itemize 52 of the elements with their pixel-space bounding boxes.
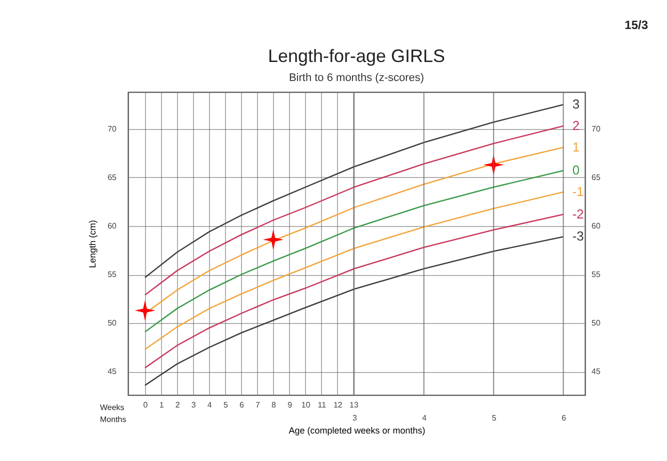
point xyxy=(263,229,284,250)
line-series xyxy=(144,236,564,386)
y2-tick-label: 70 xyxy=(592,124,601,134)
x-axis-title: Age (completed weeks or months) xyxy=(288,426,426,436)
series-label: 3 xyxy=(572,96,580,112)
x-tick-label: 12 xyxy=(333,400,343,410)
series-label: 2 xyxy=(572,118,580,133)
y2-tick-label: 65 xyxy=(592,172,601,182)
chart-subtitle: Birth to 6 months (z-scores) xyxy=(288,72,424,84)
series-label: -3 xyxy=(572,228,584,244)
y-axis-title: Length (cm) xyxy=(88,220,98,268)
y-tick-label: 45 xyxy=(108,367,118,376)
y-tick-label: 55 xyxy=(108,270,118,280)
x-tick-label: 1 xyxy=(159,400,164,410)
x-tick-label: 2 xyxy=(175,400,180,410)
x-tick-label: 0 xyxy=(143,400,148,410)
y2-tick-label: 50 xyxy=(592,318,601,328)
x-tick-label: 10 xyxy=(301,400,311,410)
x-tick-label: 7 xyxy=(256,400,261,410)
x2-tick-label: 4 xyxy=(422,414,428,422)
series-label: -1 xyxy=(572,184,584,200)
x-tick-label: 9 xyxy=(288,400,293,410)
point xyxy=(134,300,156,321)
series-label: -2 xyxy=(572,206,584,222)
line-series xyxy=(144,214,564,368)
y2-tick-label: 55 xyxy=(592,270,601,280)
x-tick-label: 5 xyxy=(223,400,228,410)
x-tick-label: 6 xyxy=(239,400,244,410)
line-series xyxy=(144,170,564,333)
y-tick-label: 65 xyxy=(108,172,118,182)
text: Weeks xyxy=(100,403,124,412)
line-series xyxy=(144,104,564,278)
x-tick-label: 11 xyxy=(318,400,327,410)
x2-tick-label: 5 xyxy=(492,414,497,422)
text: 15/3 xyxy=(624,18,648,32)
text: Months xyxy=(100,415,126,424)
series-label: 1 xyxy=(572,139,580,154)
chart-title: Length-for-age GIRLS xyxy=(268,46,446,66)
y2-tick-label: 45 xyxy=(592,367,601,376)
y-tick-label: 60 xyxy=(108,222,118,231)
y-tick-label: 70 xyxy=(108,124,118,134)
y-tick-label: 50 xyxy=(108,318,118,328)
line-series xyxy=(144,125,564,296)
line-series xyxy=(144,191,564,350)
x2-tick-label: 3 xyxy=(352,414,358,422)
x-tick-label: 8 xyxy=(272,400,277,410)
x-tick-label: 13 xyxy=(350,400,359,410)
x-tick-label: 4 xyxy=(207,400,212,410)
y2-tick-label: 60 xyxy=(592,222,601,231)
series-label: 0 xyxy=(572,162,580,178)
x2-tick-label: 6 xyxy=(562,414,567,422)
x-tick-label: 3 xyxy=(191,400,196,410)
